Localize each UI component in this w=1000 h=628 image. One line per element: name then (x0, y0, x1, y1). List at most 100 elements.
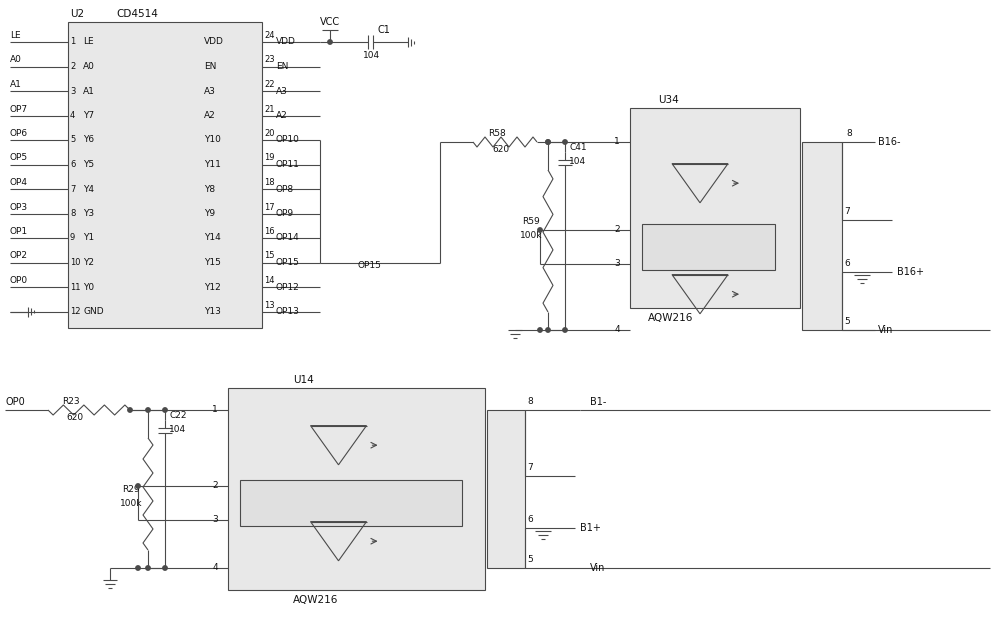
Text: Y7: Y7 (83, 111, 94, 120)
Text: Y10: Y10 (204, 136, 221, 144)
Text: Y1: Y1 (83, 234, 94, 242)
Circle shape (328, 40, 332, 44)
Text: Y3: Y3 (83, 209, 94, 218)
Text: OP4: OP4 (10, 178, 28, 187)
Text: 104: 104 (569, 156, 586, 166)
Text: OP0: OP0 (10, 276, 28, 285)
Text: AQW216: AQW216 (648, 313, 693, 323)
Text: 11: 11 (70, 283, 80, 291)
Text: 4: 4 (212, 563, 218, 573)
Text: U34: U34 (658, 95, 679, 105)
Text: A3: A3 (276, 87, 288, 95)
Text: R29: R29 (122, 485, 140, 494)
Circle shape (163, 408, 167, 412)
Text: Y12: Y12 (204, 283, 221, 291)
Bar (487, 410, 525, 568)
Text: A0: A0 (83, 62, 95, 71)
Text: 5: 5 (844, 317, 850, 326)
Text: 15: 15 (264, 251, 274, 261)
Text: 7: 7 (70, 185, 75, 193)
Text: EN: EN (204, 62, 216, 71)
Text: OP9: OP9 (276, 209, 294, 218)
Text: Y0: Y0 (83, 283, 94, 291)
Text: 7: 7 (527, 463, 533, 472)
Text: 23: 23 (264, 55, 275, 65)
Circle shape (136, 484, 140, 488)
Text: 2: 2 (70, 62, 75, 71)
Text: LE: LE (83, 38, 94, 46)
Text: OP15: OP15 (358, 261, 382, 270)
Text: A0: A0 (10, 55, 22, 65)
Circle shape (563, 140, 567, 144)
Text: 3: 3 (614, 259, 620, 269)
Text: VDD: VDD (276, 38, 296, 46)
Text: OP14: OP14 (276, 234, 300, 242)
Text: 17: 17 (264, 202, 275, 212)
Text: OP1: OP1 (10, 227, 28, 236)
Circle shape (136, 566, 140, 570)
Bar (68, 22, 262, 328)
Text: B16+: B16+ (897, 267, 924, 277)
Text: 6: 6 (70, 160, 75, 169)
Text: OP6: OP6 (10, 129, 28, 138)
Circle shape (163, 566, 167, 570)
Text: A3: A3 (204, 87, 216, 95)
Text: OP2: OP2 (10, 251, 28, 261)
Bar (228, 388, 485, 590)
Text: VDD: VDD (204, 38, 224, 46)
Text: Y9: Y9 (204, 209, 215, 218)
Text: OP8: OP8 (276, 185, 294, 193)
Text: OP7: OP7 (10, 104, 28, 114)
Text: 2: 2 (614, 225, 620, 234)
Text: R58: R58 (488, 129, 506, 138)
Text: 7: 7 (844, 207, 850, 216)
Circle shape (546, 140, 550, 144)
Text: Vin: Vin (590, 563, 605, 573)
Circle shape (546, 140, 550, 144)
Text: 100k: 100k (520, 230, 542, 239)
Text: C22: C22 (169, 411, 186, 420)
Text: B16-: B16- (878, 137, 900, 147)
Circle shape (546, 328, 550, 332)
Text: 12: 12 (70, 307, 80, 316)
Text: 620: 620 (492, 146, 509, 154)
Text: 8: 8 (527, 397, 533, 406)
Text: Y15: Y15 (204, 258, 221, 267)
Bar (642, 224, 775, 270)
Text: VCC: VCC (320, 17, 340, 27)
Text: U2: U2 (70, 9, 84, 19)
Text: 13: 13 (264, 301, 275, 310)
Text: R59: R59 (522, 217, 540, 227)
Text: 104: 104 (363, 50, 380, 60)
Text: Y6: Y6 (83, 136, 94, 144)
Text: B1-: B1- (590, 397, 606, 407)
Text: U14: U14 (293, 375, 314, 385)
Circle shape (128, 408, 132, 412)
Text: R23: R23 (62, 396, 80, 406)
Text: 4: 4 (614, 325, 620, 335)
Text: 24: 24 (264, 31, 274, 40)
Text: C1: C1 (377, 25, 390, 35)
Text: 620: 620 (66, 413, 83, 423)
Text: 9: 9 (70, 234, 75, 242)
Text: Y14: Y14 (204, 234, 221, 242)
Text: 19: 19 (264, 153, 274, 163)
Circle shape (563, 328, 567, 332)
Text: Y8: Y8 (204, 185, 215, 193)
Text: OP11: OP11 (276, 160, 300, 169)
Text: 3: 3 (70, 87, 75, 95)
Text: OP10: OP10 (276, 136, 300, 144)
Circle shape (538, 328, 542, 332)
Text: 1: 1 (614, 138, 620, 146)
Text: 8: 8 (846, 129, 852, 138)
Bar (630, 108, 800, 308)
Text: 18: 18 (264, 178, 275, 187)
Text: 3: 3 (212, 516, 218, 524)
Bar (240, 480, 462, 526)
Text: 1: 1 (212, 406, 218, 414)
Text: GND: GND (83, 307, 104, 316)
Text: AQW216: AQW216 (293, 595, 338, 605)
Text: C41: C41 (569, 143, 587, 151)
Circle shape (538, 228, 542, 232)
Text: B1+: B1+ (580, 523, 601, 533)
